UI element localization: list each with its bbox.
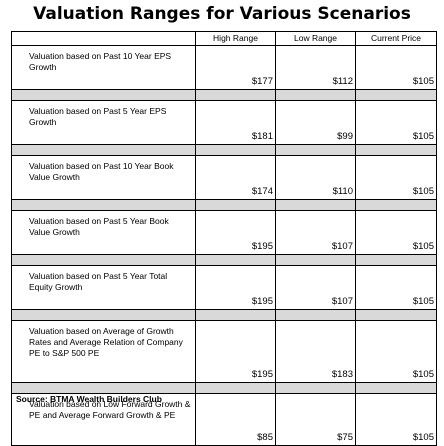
- current-value: $105: [355, 155, 437, 200]
- low-value: $75: [275, 393, 356, 446]
- header-row: High Range Low Range Current Price: [11, 31, 437, 46]
- low-value: $107: [275, 210, 356, 255]
- low-value: $112: [275, 45, 356, 90]
- current-value: $105: [355, 45, 437, 90]
- column-header-high-range: High Range: [195, 31, 276, 46]
- column-header-low-range: Low Range: [275, 31, 356, 46]
- table-row: Valuation based on Past 5 Year EPS Growt…: [11, 100, 437, 145]
- row-label: Valuation based on Past 5 Year Book Valu…: [11, 210, 196, 255]
- high-value: $85: [195, 393, 276, 446]
- low-value: $110: [275, 155, 356, 200]
- valuation-table: High Range Low Range Current Price Valua…: [11, 31, 437, 446]
- row-separator: [11, 89, 437, 101]
- row-label: Valuation based on Past 10 Year EPS Grow…: [11, 45, 196, 90]
- row-separator: [11, 254, 437, 266]
- table-row: Valuation based on Past 10 Year Book Val…: [11, 155, 437, 200]
- row-label: Valuation based on Past 5 Year Total Equ…: [11, 265, 196, 310]
- low-value: $107: [275, 265, 356, 310]
- row-label: Valuation based on Past 5 Year EPS Growt…: [11, 100, 196, 145]
- high-value: $177: [195, 45, 276, 90]
- row-separator: [11, 144, 437, 156]
- table-row: Valuation based on Past 10 Year EPS Grow…: [11, 45, 437, 90]
- source-note: Source: BTMA Wealth Builders Club: [16, 394, 162, 404]
- current-value: $105: [355, 100, 437, 145]
- header-blank: [11, 31, 196, 46]
- low-value: $183: [275, 320, 356, 383]
- table-row: Valuation based on Past 5 Year Total Equ…: [11, 265, 437, 310]
- row-label: Valuation based on Average of Growth Rat…: [11, 320, 196, 383]
- row-separator: [11, 199, 437, 211]
- row-separator: [11, 309, 437, 321]
- table-row: Valuation based on Average of Growth Rat…: [11, 320, 437, 383]
- current-value: $105: [355, 320, 437, 383]
- high-value: $195: [195, 265, 276, 310]
- current-value: $105: [355, 210, 437, 255]
- high-value: $174: [195, 155, 276, 200]
- current-value: $105: [355, 393, 437, 446]
- row-separator: [11, 382, 437, 394]
- column-header-current-price: Current Price: [355, 31, 437, 46]
- current-value: $105: [355, 265, 437, 310]
- low-value: $99: [275, 100, 356, 145]
- page-title: Valuation Ranges for Various Scenarios: [33, 4, 411, 24]
- table-row: Valuation based on Past 5 Year Book Valu…: [11, 210, 437, 255]
- high-value: $195: [195, 320, 276, 383]
- high-value: $195: [195, 210, 276, 255]
- high-value: $181: [195, 100, 276, 145]
- row-label: Valuation based on Past 10 Year Book Val…: [11, 155, 196, 200]
